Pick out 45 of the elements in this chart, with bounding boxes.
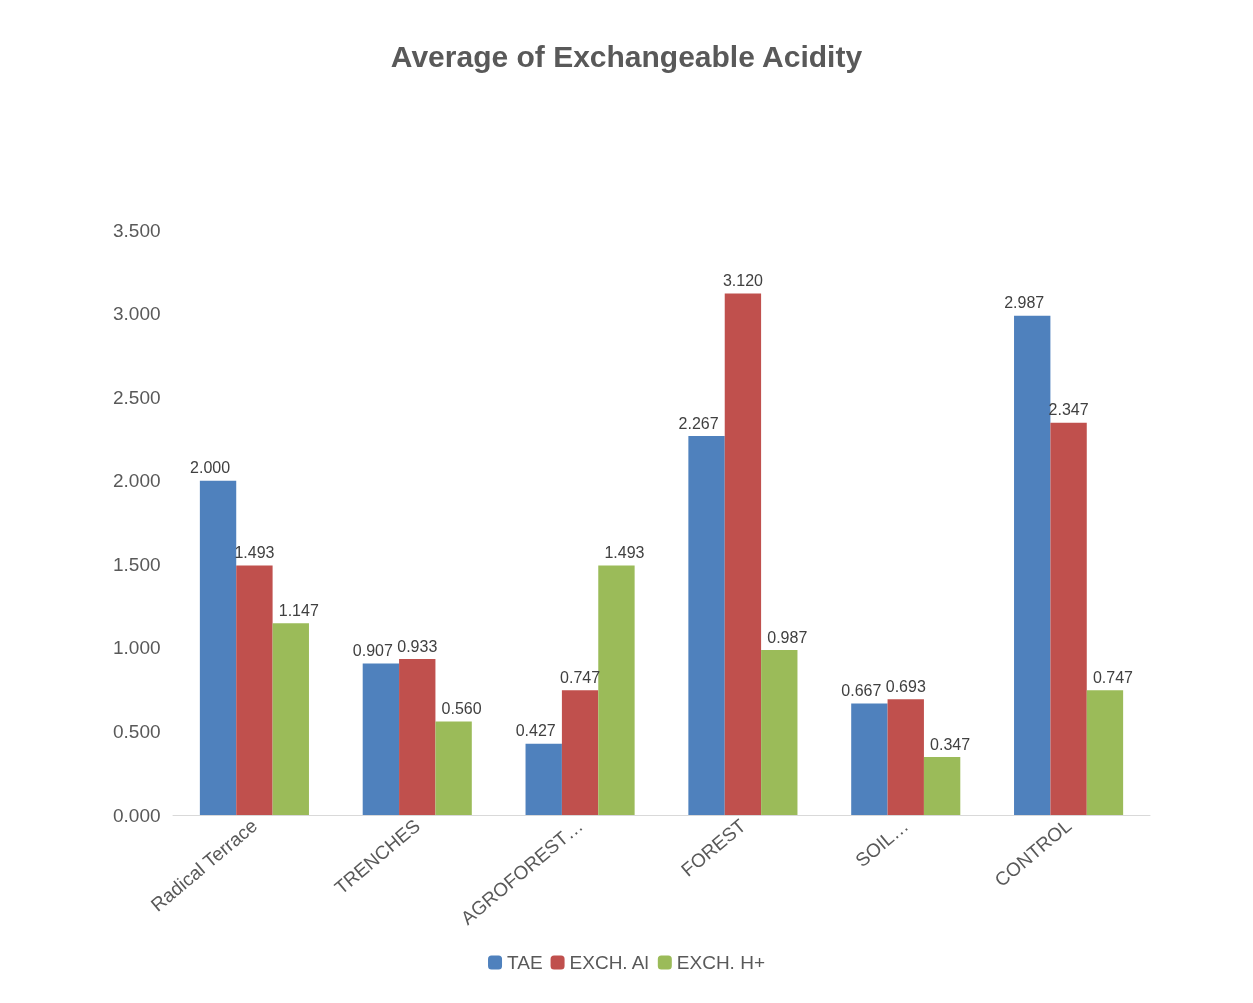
bar <box>851 703 888 815</box>
y-tick-label: 2.500 <box>113 386 161 408</box>
data-label: 2.987 <box>1004 294 1045 312</box>
y-tick-label: 3.500 <box>113 219 161 241</box>
data-label: 0.907 <box>352 641 393 659</box>
y-tick-label: 0.500 <box>113 720 161 742</box>
bar <box>199 480 237 815</box>
data-label: 3.120 <box>722 272 764 290</box>
data-label: 0.693 <box>885 677 926 695</box>
legend-label: EXCH. Al <box>569 952 649 973</box>
legend-label: TAE <box>507 952 543 973</box>
bar <box>724 293 762 815</box>
bar <box>561 690 599 815</box>
data-label: 0.747 <box>1092 668 1134 686</box>
data-label: 0.933 <box>397 637 438 655</box>
y-tick-label: 3.000 <box>113 303 161 325</box>
data-label: 0.560 <box>441 699 482 717</box>
bar <box>887 699 924 815</box>
bar <box>688 436 725 815</box>
y-tick-label: 1.500 <box>113 553 161 575</box>
bar <box>236 565 273 815</box>
y-tick-label: 0.000 <box>113 804 161 826</box>
bar <box>272 623 309 815</box>
bar <box>1014 315 1051 815</box>
data-label: 2.000 <box>190 459 231 477</box>
data-label: 0.347 <box>930 735 971 753</box>
data-label: 0.987 <box>767 628 808 646</box>
data-label: 2.267 <box>678 414 719 432</box>
legend-label: EXCH. H+ <box>676 952 765 973</box>
bar <box>399 659 436 815</box>
data-label: 1.493 <box>604 543 645 561</box>
bar <box>1086 690 1124 815</box>
bar <box>1050 422 1087 815</box>
bar <box>435 721 472 815</box>
data-label: 0.667 <box>841 682 882 700</box>
data-label: 1.147 <box>278 601 319 619</box>
y-tick-label: 1.000 <box>113 637 161 659</box>
data-label: 0.427 <box>515 722 556 740</box>
bar <box>761 650 798 815</box>
bar <box>525 743 562 815</box>
chart-title: Average of Exchangeable Acidity <box>390 39 863 73</box>
bar <box>362 663 400 815</box>
bar <box>598 565 635 815</box>
y-tick-label: 2.000 <box>113 470 161 492</box>
bar <box>923 757 961 815</box>
